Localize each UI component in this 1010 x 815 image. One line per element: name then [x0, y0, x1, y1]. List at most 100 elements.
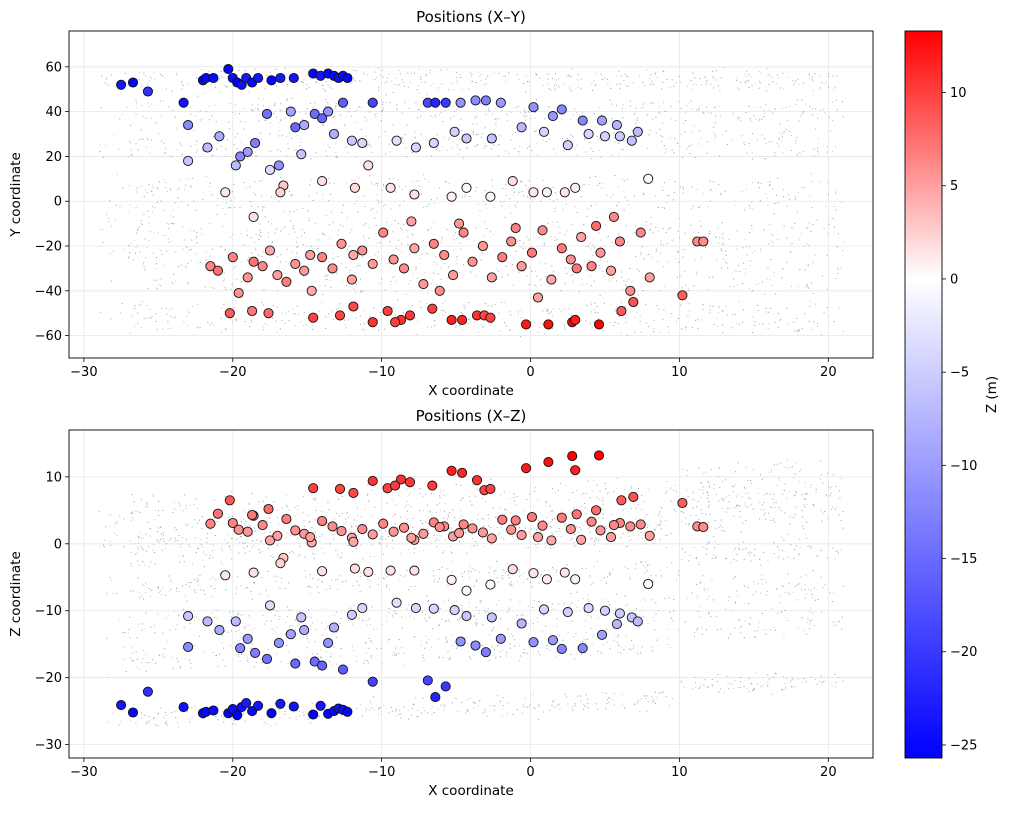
- x-tick-label: 10: [671, 765, 688, 780]
- scatter-point: [449, 605, 460, 616]
- scatter-point: [308, 483, 319, 494]
- scatter-point: [264, 164, 276, 175]
- scatter-point: [202, 616, 213, 627]
- scatter-point: [178, 702, 189, 713]
- scatter-point: [334, 310, 346, 321]
- scatter-point: [257, 520, 268, 531]
- scatter-point: [467, 256, 478, 267]
- scatter-point: [235, 151, 246, 162]
- scatter-point: [390, 480, 401, 491]
- scatter-point: [349, 563, 360, 574]
- scatter-point: [698, 522, 709, 533]
- scatter-point: [248, 256, 259, 267]
- scatter-point: [388, 254, 399, 265]
- scatter-point: [576, 232, 587, 243]
- scatter-point: [183, 611, 194, 622]
- scatter-point: [628, 491, 639, 502]
- scatter-point: [363, 160, 374, 171]
- scatter-point: [614, 608, 625, 619]
- scatter-point: [367, 475, 378, 486]
- scatter-point: [208, 705, 219, 716]
- scatter-point: [556, 512, 567, 523]
- scatter-point: [317, 176, 328, 187]
- scatter-point: [461, 585, 472, 596]
- scatter-point: [233, 287, 244, 299]
- scatter-point: [543, 457, 554, 468]
- scatter-point: [241, 698, 252, 709]
- scatter-point: [346, 274, 357, 285]
- scatter-point: [363, 566, 374, 577]
- scatter-point: [288, 72, 299, 84]
- scatter-point: [253, 72, 264, 84]
- scatter-point: [458, 227, 469, 238]
- scatter-point: [328, 128, 340, 140]
- scatter-point: [317, 515, 328, 527]
- scatter-point: [266, 75, 277, 86]
- scatter-point: [457, 314, 468, 325]
- scatter-point: [605, 532, 617, 543]
- y-tick-label: −20: [35, 671, 62, 686]
- point-cloud: [99, 67, 844, 338]
- scatter-point: [208, 72, 219, 84]
- colorbar-tick-label: −5: [950, 366, 969, 381]
- plot-area: [69, 430, 873, 758]
- scatter-point: [348, 301, 359, 312]
- scatter-point: [367, 258, 378, 269]
- scatter-point: [202, 142, 213, 153]
- scatter-point: [526, 511, 538, 523]
- scatter-point: [497, 514, 508, 525]
- scatter-point: [611, 619, 622, 630]
- scatter-point: [357, 245, 368, 256]
- scatter-point: [299, 120, 310, 131]
- scatter-point: [418, 279, 429, 290]
- scatter-point: [337, 664, 349, 675]
- point-cloud-dots: [99, 67, 844, 335]
- scatter-point: [556, 104, 567, 115]
- colorbar-tick-label: −20: [950, 645, 977, 660]
- scatter-point: [446, 314, 457, 325]
- scatter-point: [428, 603, 439, 614]
- scatter-points: [116, 64, 709, 330]
- scatter-point: [477, 240, 488, 252]
- scatter-point: [428, 238, 439, 249]
- scatter-point: [461, 133, 472, 144]
- scatter-point: [342, 706, 353, 717]
- scatter-point: [281, 513, 292, 525]
- scatter-point: [183, 641, 194, 652]
- scatter-point: [272, 530, 283, 541]
- scatter-point: [275, 558, 286, 569]
- scatter-point: [273, 160, 284, 171]
- y-tick-label: 10: [45, 470, 62, 485]
- scatter-point: [596, 115, 608, 126]
- scatter-point: [439, 249, 450, 261]
- scatter-point: [516, 122, 527, 133]
- scatter-point: [247, 509, 258, 521]
- scatter-point: [458, 519, 469, 530]
- scatter-point: [516, 530, 527, 541]
- scatter-point: [486, 533, 497, 544]
- scatter-point: [357, 603, 368, 614]
- scatter-point: [556, 643, 567, 654]
- scatter-point: [334, 483, 346, 494]
- scatter-point: [336, 526, 347, 537]
- scatter-point: [586, 261, 597, 272]
- scatter-point: [677, 497, 688, 509]
- scatter-point: [497, 252, 508, 263]
- scatter-point: [328, 622, 340, 633]
- scatter-point: [541, 187, 552, 198]
- scatter-point: [406, 532, 417, 543]
- scatter-point: [593, 319, 605, 330]
- scatter-point: [275, 698, 286, 709]
- colorbar-tick-label: 0: [950, 272, 958, 287]
- scatter-point: [570, 574, 581, 585]
- scatter-point: [410, 603, 421, 614]
- scatter-point: [349, 182, 360, 193]
- scatter-point: [127, 707, 139, 718]
- colorbar-tick-label: 5: [950, 179, 958, 194]
- scatter-point: [448, 270, 459, 281]
- scatter-point: [264, 245, 276, 256]
- scatter-point: [599, 131, 611, 142]
- panel-title: Positions (X–Y): [416, 8, 526, 26]
- scatter-point: [305, 249, 316, 261]
- scatter-point: [317, 566, 328, 577]
